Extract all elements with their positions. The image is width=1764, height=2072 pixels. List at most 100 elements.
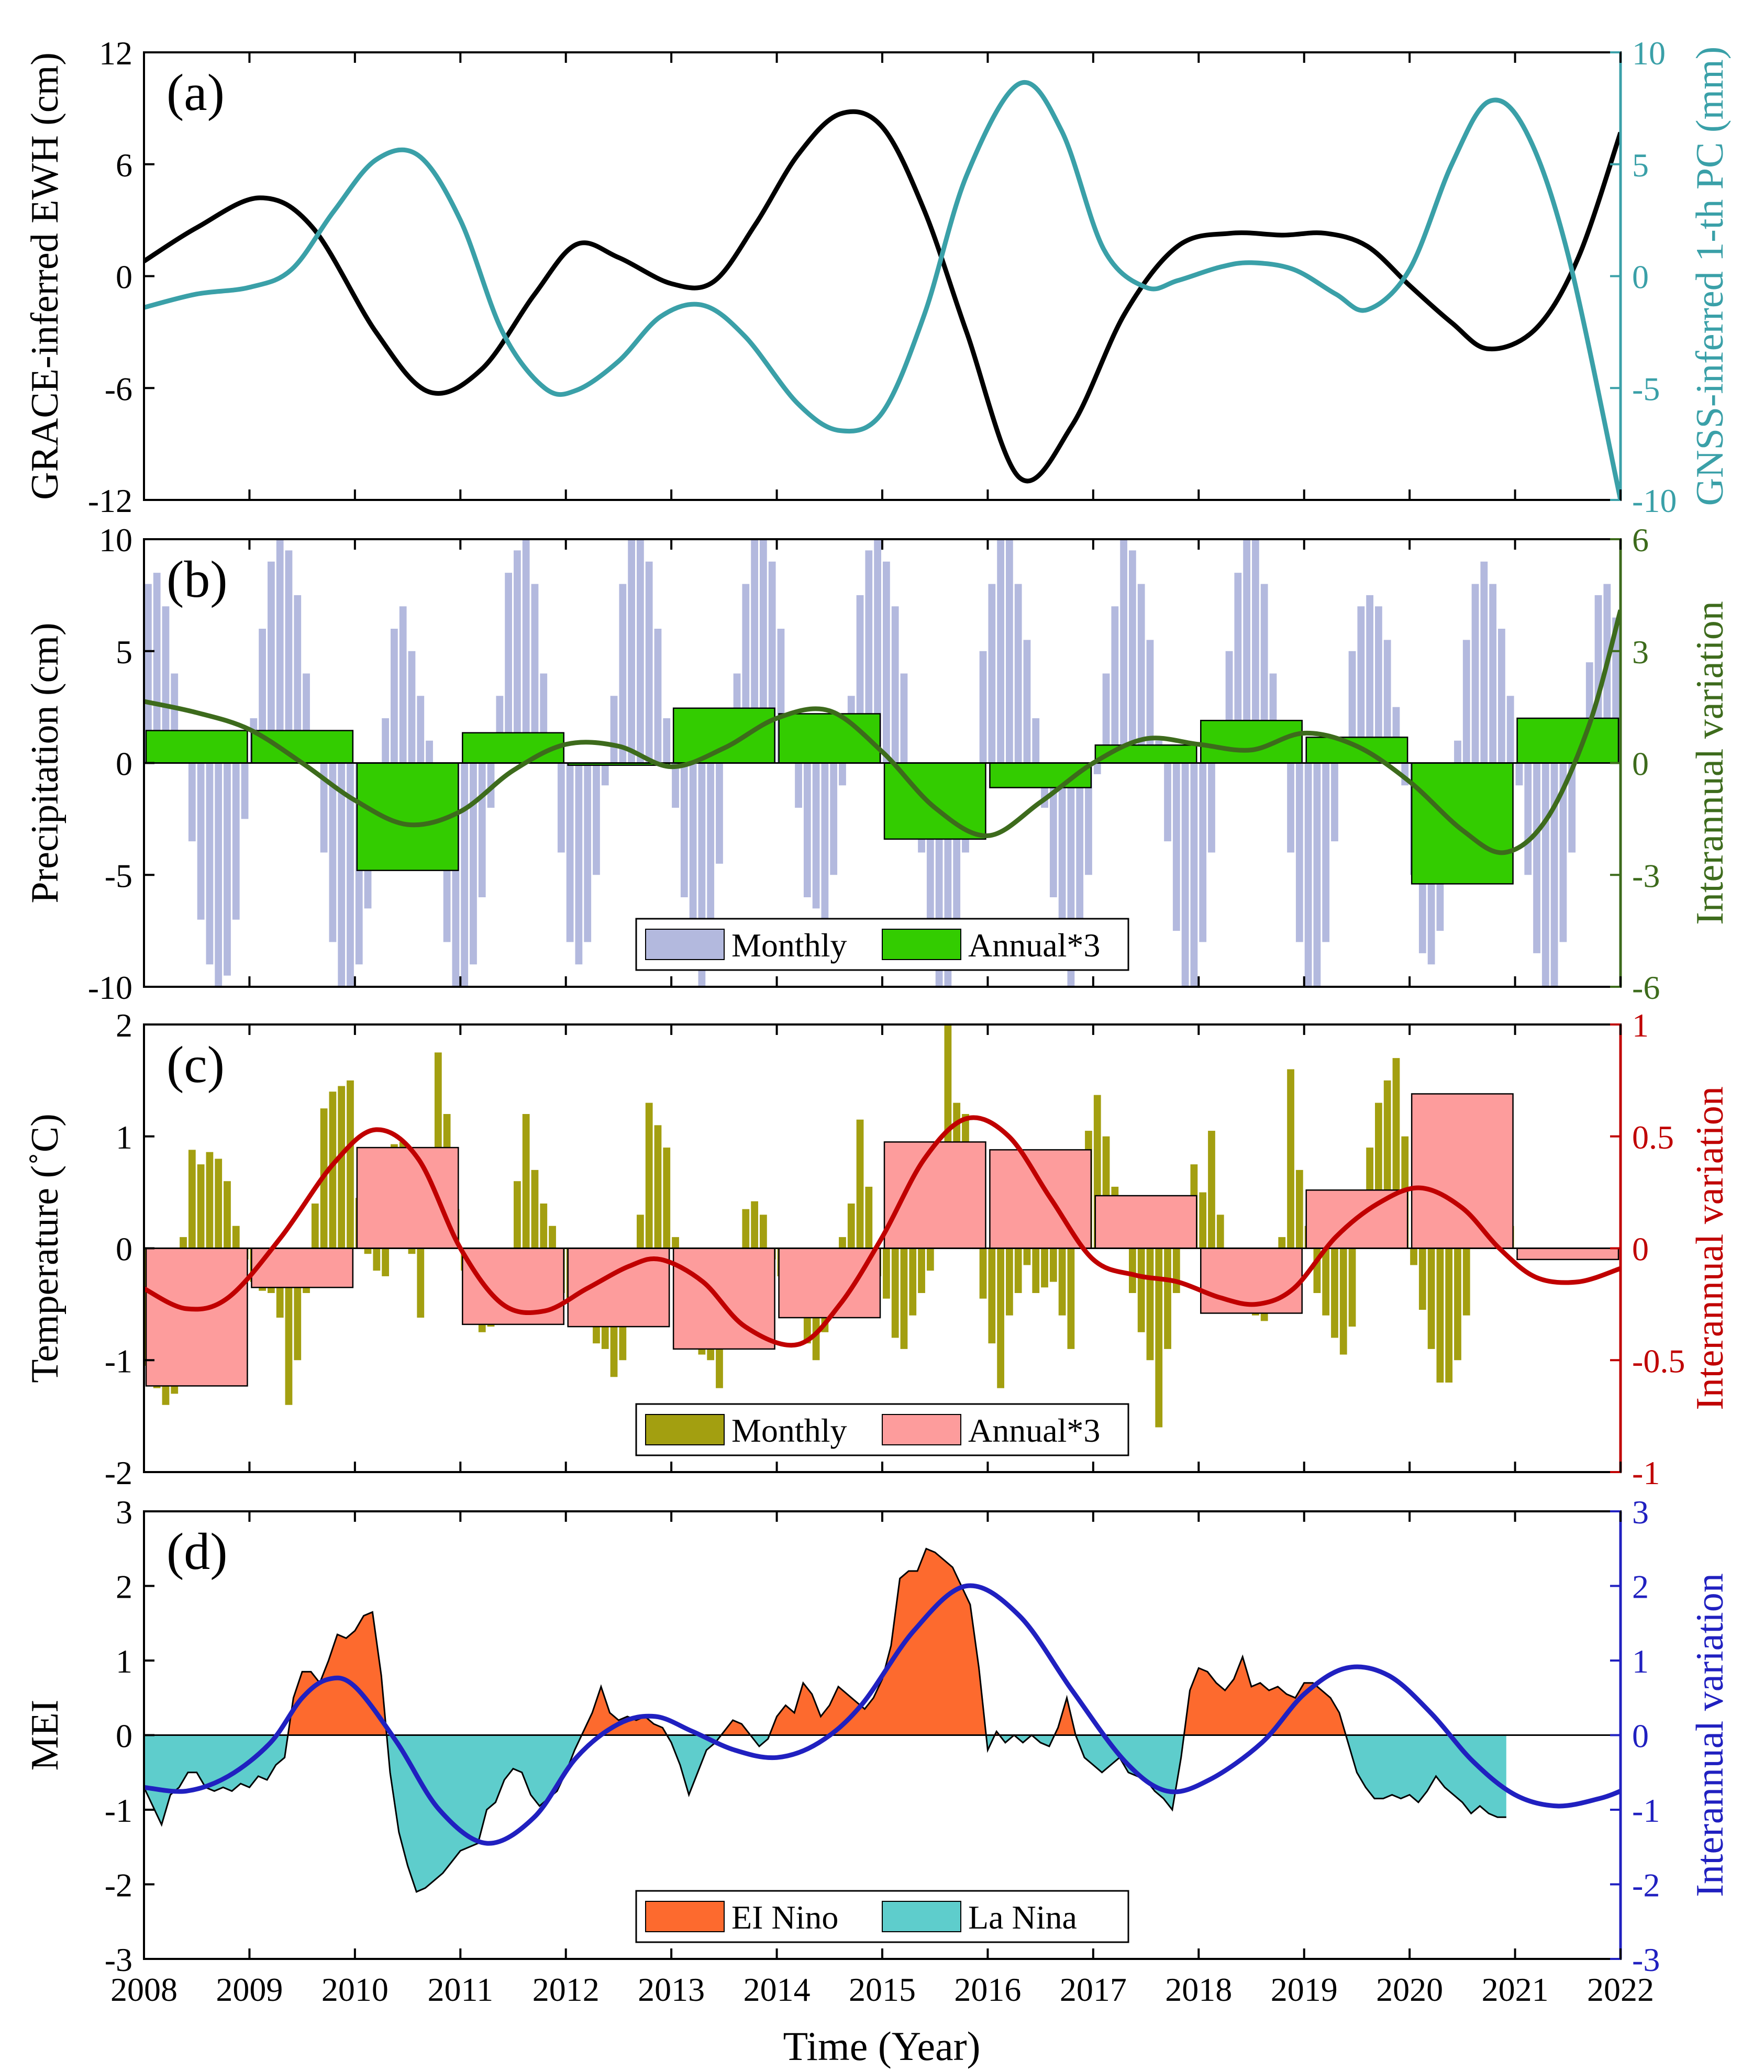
- temp-monthly-bar: [988, 1248, 996, 1344]
- precip-monthly-bar: [1515, 763, 1523, 786]
- temp-monthly-bar: [1146, 1248, 1154, 1361]
- precip-monthly-bar: [241, 763, 249, 819]
- legend: Monthly Annual*3: [635, 1403, 1129, 1456]
- precip-monthly-bar: [628, 539, 635, 763]
- y-right-tick-label: 3: [1632, 1494, 1649, 1531]
- precip-monthly-bar: [1164, 763, 1171, 842]
- precip-monthly-bar: [514, 550, 521, 763]
- y-right-tick-label: -10: [1632, 482, 1677, 519]
- precip-monthly-bar: [1524, 763, 1532, 875]
- y-right-tick-label: -2: [1632, 1867, 1660, 1904]
- y-left-tick-label: 0: [116, 745, 132, 783]
- ewh-series-line: [144, 109, 1621, 484]
- temp-monthly-bar: [891, 1248, 899, 1338]
- y-right-axis-label: Interannual variation: [1689, 1573, 1732, 1897]
- precip-monthly-bar: [821, 763, 829, 920]
- precip-monthly-bar: [839, 763, 846, 786]
- precip-monthly-bar: [470, 763, 477, 965]
- x-tick-label: 2022: [1587, 1971, 1654, 2008]
- legend-entry: Annual*3: [968, 1412, 1100, 1449]
- legend: EI Nino La Nina: [635, 1890, 1129, 1943]
- temp-monthly-bar: [1129, 1248, 1136, 1293]
- temp-monthly-bar: [1427, 1248, 1435, 1349]
- temp-monthly-bar: [1155, 1248, 1163, 1428]
- panel-label: (b): [167, 550, 228, 608]
- precip-monthly-bar: [689, 763, 697, 965]
- temp-monthly-bar: [1331, 1248, 1338, 1338]
- temp-monthly-bar: [188, 1150, 196, 1249]
- x-tick-label: 2010: [321, 1971, 389, 2008]
- precip-monthly-bar: [347, 763, 354, 987]
- x-tick-label: 2020: [1376, 1971, 1443, 2008]
- precip-monthly-bar: [1199, 763, 1207, 942]
- y-right-tick-label: 0: [1632, 745, 1649, 783]
- y-right-tick-label: 10: [1632, 35, 1666, 72]
- y-left-tick-label: 10: [99, 521, 132, 559]
- precip-monthly-bar: [1471, 584, 1479, 763]
- precip-monthly-bar: [1559, 763, 1567, 942]
- precip-monthly-bar: [593, 763, 600, 875]
- temp-annual-bar: [989, 1149, 1092, 1249]
- y-left-tick-label: -2: [105, 1867, 132, 1904]
- temp-monthly-bar: [408, 1248, 416, 1254]
- temp-monthly-bar: [364, 1248, 372, 1254]
- y-right-tick-label: 6: [1632, 521, 1649, 559]
- precip-monthly-bar: [522, 539, 530, 763]
- precip-monthly-bar: [1331, 763, 1338, 842]
- precip-monthly-bar: [145, 584, 152, 763]
- precip-monthly-bar: [294, 595, 302, 763]
- temp-monthly-bar: [232, 1226, 240, 1249]
- legend-swatch: [645, 1414, 725, 1445]
- precip-monthly-bar: [1146, 640, 1154, 763]
- y-left-tick-label: -2: [105, 1454, 132, 1491]
- y-left-axis-label: Temperature (˚C): [24, 1113, 66, 1383]
- temp-monthly-bar: [1445, 1248, 1453, 1383]
- y-left-tick-label: 1: [116, 1643, 132, 1680]
- plot-area: [144, 1547, 1621, 1893]
- temp-monthly-bar: [856, 1119, 864, 1249]
- y-right-tick-label: -3: [1632, 857, 1660, 894]
- y-left-tick-label: -5: [105, 857, 132, 894]
- temp-annual-bar: [145, 1247, 248, 1387]
- precip-monthly-bar: [417, 696, 425, 763]
- temp-monthly-bar: [514, 1181, 521, 1249]
- precip-monthly-bar: [812, 763, 820, 909]
- temp-monthly-bar: [1216, 1215, 1224, 1249]
- temp-annual-bar: [356, 1146, 459, 1249]
- panel-c: 2 1 0 -1 -2 1 0.5 0 -0.5 -1 Temperature (˚C) Intera…: [24, 1007, 1732, 1491]
- precip-monthly-bar: [1032, 718, 1040, 763]
- y-right-axis-label: Interannual variation: [1689, 601, 1732, 924]
- precip-monthly-bar: [575, 763, 583, 965]
- mei-interannual-line: [144, 1583, 1621, 1846]
- legend-entry: La Nina: [968, 1899, 1077, 1936]
- precip-monthly-bar: [276, 539, 284, 763]
- temp-monthly-bar: [1041, 1248, 1048, 1288]
- precip-monthly-bar: [795, 763, 802, 808]
- temp-monthly-bar: [224, 1181, 231, 1249]
- y-left-tick-label: 0: [116, 259, 132, 296]
- y-left-tick-label: 2: [116, 1007, 132, 1044]
- y-left-tick-label: 6: [116, 147, 132, 184]
- precip-monthly-bar: [1295, 763, 1303, 942]
- plot-area: [144, 539, 1751, 987]
- temp-monthly-bar: [918, 1248, 925, 1293]
- precip-monthly-bar: [1744, 674, 1751, 763]
- temp-monthly-bar: [549, 1226, 556, 1249]
- precip-monthly-bar: [760, 539, 767, 763]
- temp-monthly-bar: [417, 1248, 425, 1318]
- precip-monthly-bar: [399, 606, 407, 763]
- temp-monthly-bar: [311, 1204, 319, 1249]
- temp-monthly-bar: [751, 1201, 758, 1249]
- x-tick-label: 2008: [110, 1971, 177, 2008]
- panel-label: (a): [167, 63, 225, 121]
- y-left-axis-label: MEI: [24, 1700, 66, 1771]
- y-right-tick-label: 0: [1632, 1718, 1649, 1755]
- precip-monthly-bar: [478, 763, 486, 897]
- panel-b: 10 5 0 -5 -10 6 3 0 -3 -6 Precipitation (cm) Intera…: [24, 521, 1751, 1006]
- precip-monthly-bar: [584, 763, 592, 942]
- precip-monthly-bar: [188, 763, 196, 842]
- precip-monthly-bar: [1621, 674, 1628, 763]
- precip-monthly-bar: [232, 763, 240, 920]
- precip-monthly-bar: [803, 763, 811, 897]
